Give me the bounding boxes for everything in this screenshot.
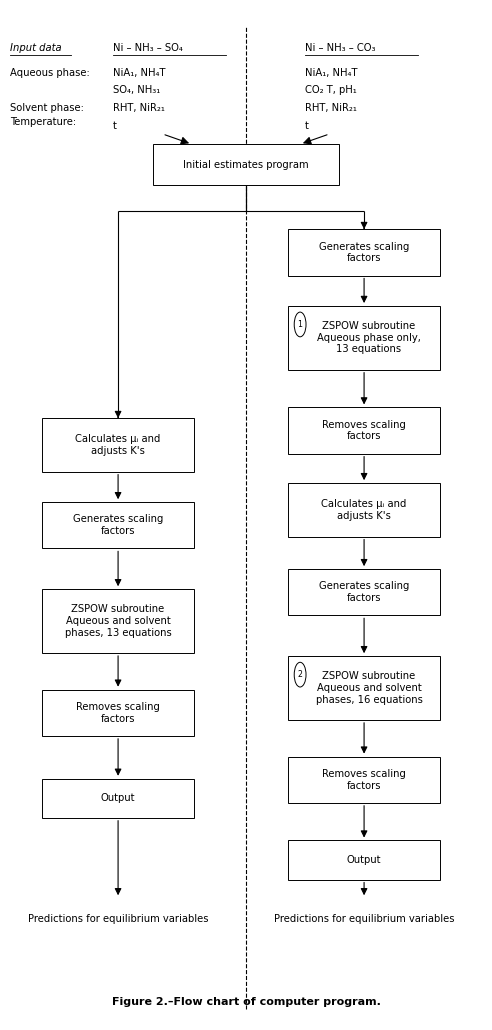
- Text: Generates scaling
factors: Generates scaling factors: [319, 582, 409, 603]
- Text: SO₄, NH₃₁: SO₄, NH₃₁: [113, 85, 160, 96]
- Text: Removes scaling
factors: Removes scaling factors: [76, 702, 160, 723]
- Text: Output: Output: [101, 793, 135, 803]
- Text: Initial estimates program: Initial estimates program: [183, 160, 309, 170]
- FancyBboxPatch shape: [288, 230, 440, 275]
- Text: Temperature:: Temperature:: [10, 117, 76, 128]
- FancyBboxPatch shape: [42, 779, 194, 818]
- FancyBboxPatch shape: [288, 840, 440, 880]
- Text: CO₂ T, pH₁: CO₂ T, pH₁: [305, 85, 357, 96]
- FancyBboxPatch shape: [288, 408, 440, 453]
- Text: ZSPOW subroutine
Aqueous and solvent
phases, 16 equations: ZSPOW subroutine Aqueous and solvent pha…: [315, 672, 423, 705]
- FancyBboxPatch shape: [153, 144, 339, 185]
- FancyBboxPatch shape: [288, 656, 440, 720]
- Text: Aqueous phase:: Aqueous phase:: [10, 68, 90, 78]
- Text: Input data: Input data: [10, 43, 62, 54]
- Text: Removes scaling
factors: Removes scaling factors: [322, 769, 406, 790]
- Text: 1: 1: [298, 320, 303, 329]
- FancyBboxPatch shape: [42, 503, 194, 548]
- Text: Calculates μᵢ and
adjusts K's: Calculates μᵢ and adjusts K's: [321, 500, 407, 520]
- Text: Removes scaling
factors: Removes scaling factors: [322, 420, 406, 441]
- FancyBboxPatch shape: [288, 306, 440, 370]
- Text: ZSPOW subroutine
Aqueous phase only,
13 equations: ZSPOW subroutine Aqueous phase only, 13 …: [317, 321, 421, 354]
- Text: RHT, NiR₂₁: RHT, NiR₂₁: [305, 103, 357, 113]
- Text: Output: Output: [347, 855, 381, 865]
- Text: Solvent phase:: Solvent phase:: [10, 103, 84, 113]
- FancyBboxPatch shape: [288, 483, 440, 537]
- FancyBboxPatch shape: [42, 418, 194, 472]
- Text: Generates scaling
factors: Generates scaling factors: [319, 242, 409, 263]
- Text: Ni – NH₃ – SO₄: Ni – NH₃ – SO₄: [113, 43, 183, 54]
- Text: Calculates μᵢ and
adjusts K's: Calculates μᵢ and adjusts K's: [75, 435, 161, 455]
- Text: t: t: [305, 121, 309, 131]
- Text: NiA₁, NH₄T: NiA₁, NH₄T: [113, 68, 166, 78]
- Text: ZSPOW subroutine
Aqueous and solvent
phases, 13 equations: ZSPOW subroutine Aqueous and solvent pha…: [65, 605, 171, 638]
- FancyBboxPatch shape: [288, 569, 440, 616]
- Text: RHT, NiR₂₁: RHT, NiR₂₁: [113, 103, 165, 113]
- FancyBboxPatch shape: [288, 756, 440, 803]
- Text: 2: 2: [298, 671, 303, 679]
- Text: Figure 2.–Flow chart of computer program.: Figure 2.–Flow chart of computer program…: [112, 997, 380, 1007]
- Text: Predictions for equilibrium variables: Predictions for equilibrium variables: [274, 914, 454, 924]
- Text: Ni – NH₃ – CO₃: Ni – NH₃ – CO₃: [305, 43, 375, 54]
- Text: Predictions for equilibrium variables: Predictions for equilibrium variables: [28, 914, 208, 924]
- FancyBboxPatch shape: [42, 589, 194, 653]
- Text: NiA₁, NH₄T: NiA₁, NH₄T: [305, 68, 358, 78]
- FancyBboxPatch shape: [42, 690, 194, 735]
- Text: Generates scaling
factors: Generates scaling factors: [73, 515, 163, 536]
- Text: t: t: [113, 121, 117, 131]
